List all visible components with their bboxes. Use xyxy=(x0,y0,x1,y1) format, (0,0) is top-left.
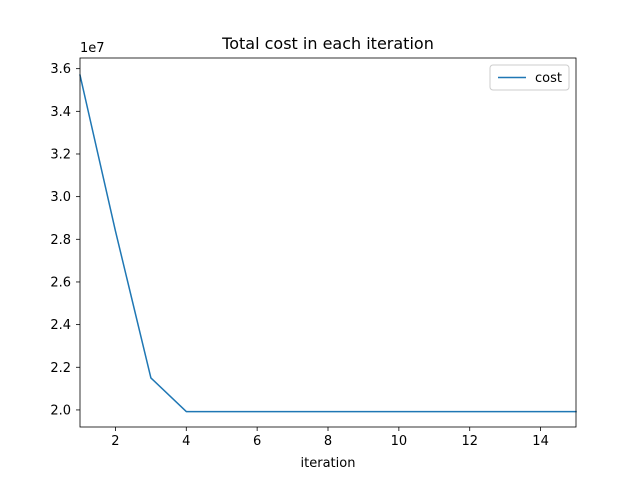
y-tick-label: 2.2 xyxy=(50,361,71,376)
legend: cost xyxy=(489,64,570,91)
chart-title: Total cost in each iteration xyxy=(221,34,434,53)
y-tick-label: 2.6 xyxy=(50,275,71,290)
axis-ticks: 2 4 6 8 10 12 14 2.0 2.2 2.4 2.6 2.8 3.0 3.2 3.4 3.6 xyxy=(50,62,549,449)
y-tick-label: 3.6 xyxy=(50,62,71,77)
y-tick-label: 2.0 xyxy=(50,403,71,418)
x-tick-label: 6 xyxy=(253,434,261,449)
plot-area-frame xyxy=(79,57,577,428)
legend-label: cost xyxy=(535,71,562,86)
x-axis-label: iteration xyxy=(301,456,356,471)
x-tick-label: 12 xyxy=(461,434,478,449)
x-tick-label: 8 xyxy=(324,434,332,449)
x-tick-label: 4 xyxy=(182,434,190,449)
series-layer xyxy=(79,74,577,413)
y-tick-label: 3.2 xyxy=(50,147,71,162)
y-tick-label: 2.4 xyxy=(50,318,71,333)
x-tick-label: 14 xyxy=(532,434,549,449)
y-tick-label: 2.8 xyxy=(50,233,71,248)
y-tick-label: 3.4 xyxy=(50,105,71,120)
x-tick-label: 10 xyxy=(391,434,408,449)
legend-box xyxy=(489,64,570,91)
y-tick-label: 3.0 xyxy=(50,190,71,205)
x-tick-label: 2 xyxy=(111,434,119,449)
series-line-cost xyxy=(79,74,577,413)
y-axis-offset-label: 1e7 xyxy=(80,41,105,56)
